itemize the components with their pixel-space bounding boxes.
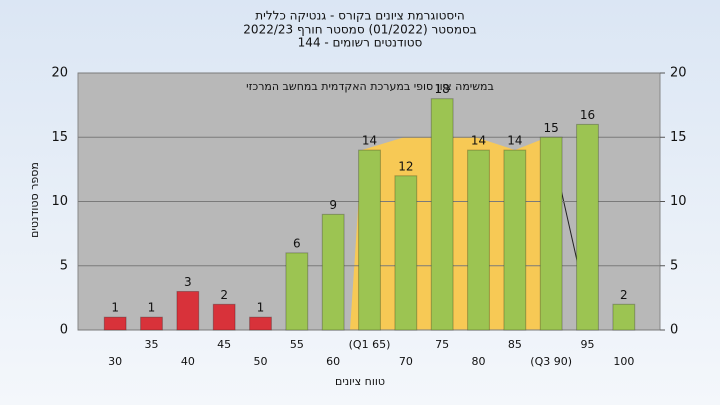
x-tick-label: 50: [254, 355, 268, 368]
y2-tick-label: 0: [670, 323, 678, 338]
data-label: 9: [329, 198, 337, 212]
y-tick-label: 0: [60, 323, 68, 338]
data-label: 2: [620, 288, 628, 302]
x-tick-label: 45: [217, 338, 231, 351]
bar: [430, 98, 454, 331]
x-tick-label: 55: [290, 338, 304, 351]
x-axis-label: טווח ציונים: [335, 375, 385, 388]
bar: [467, 149, 490, 331]
bar: [394, 175, 418, 331]
x-tick-label: 30: [108, 355, 122, 368]
chart-title: היסטוגרמת ציונים בקורס - גנטיקה כללית: [255, 9, 464, 23]
bar: [503, 149, 527, 331]
data-label: 6: [293, 236, 301, 250]
data-label: 18: [435, 82, 450, 96]
bar: [321, 213, 345, 331]
data-label: 2: [220, 288, 228, 302]
bar: [176, 290, 200, 331]
y2-tick-label: 15: [670, 130, 687, 145]
data-label: 1: [257, 301, 265, 315]
chart-subtitle: בסמסטר (01/2022) סמסטר חורף 2022/23: [243, 23, 476, 37]
bar: [358, 149, 381, 331]
y2-tick-label: 10: [670, 194, 687, 209]
data-label: 3: [184, 275, 192, 289]
y-tick-label: 20: [51, 66, 68, 81]
y-tick-label: 10: [51, 194, 68, 209]
x-tick-label: 95: [581, 338, 595, 351]
bar: [249, 316, 272, 331]
y-tick-label: 5: [60, 258, 68, 273]
y2-tick-label: 20: [670, 66, 687, 81]
x-tick-label: (Q3 90): [530, 355, 572, 368]
data-label: 15: [544, 121, 559, 135]
x-tick-label: 70: [399, 355, 413, 368]
x-tick-label: 85: [508, 338, 522, 351]
bar: [539, 136, 563, 331]
x-tick-label: 35: [145, 338, 159, 351]
data-label: 1: [148, 301, 156, 315]
bar: [103, 316, 127, 331]
iqr-area: [350, 137, 560, 330]
bar: [140, 316, 163, 331]
x-tick-label: 100: [613, 355, 634, 368]
bar: [612, 303, 636, 331]
data-label: 12: [398, 159, 413, 173]
data-label: 1: [111, 301, 119, 315]
bar: [212, 303, 236, 331]
bars: [103, 98, 636, 331]
data-label: 14: [507, 134, 522, 148]
x-tick-label: 60: [326, 355, 340, 368]
y2-tick-label: 5: [670, 258, 678, 273]
annotation: במשימה ציון סופי במערכת האקדמית במחשב המ…: [246, 80, 494, 93]
x-tick-label: 40: [181, 355, 195, 368]
x-tick-label: (Q1 65): [349, 338, 391, 351]
bar: [576, 123, 599, 331]
x-tick-label: 80: [472, 355, 486, 368]
marker-line: [559, 184, 579, 266]
data-label: 14: [471, 134, 486, 148]
chart-subtitle: סטודנטים רשומים - 144: [298, 36, 423, 50]
y-axis-label: מספר סטודנטים: [28, 162, 41, 238]
data-label: 16: [580, 108, 595, 122]
x-tick-label: 75: [435, 338, 449, 351]
bar: [285, 252, 309, 331]
data-label: 14: [362, 134, 377, 148]
y-tick-label: 15: [51, 130, 68, 145]
